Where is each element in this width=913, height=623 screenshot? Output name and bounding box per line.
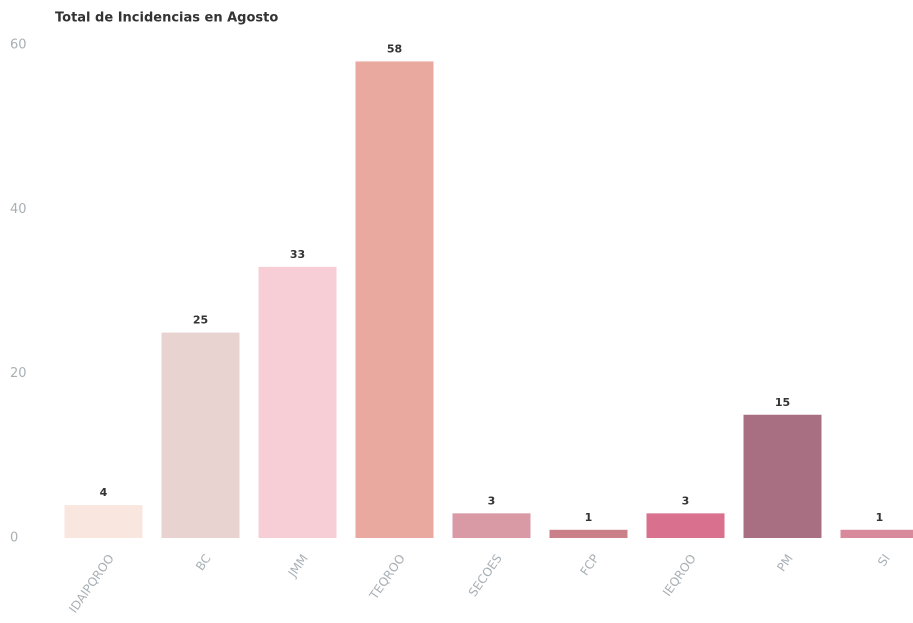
y-tick-label: 20 xyxy=(10,366,27,381)
bar xyxy=(452,513,531,538)
y-tick-label: 40 xyxy=(10,202,27,217)
value-label: 1 xyxy=(585,511,593,524)
bar xyxy=(840,529,913,538)
x-tick-label: TEQROO xyxy=(366,552,408,603)
x-tick-label: BC xyxy=(193,552,214,573)
bar xyxy=(646,513,725,538)
bar xyxy=(64,505,143,538)
value-label: 1 xyxy=(876,511,884,524)
x-tick-label: SECOES xyxy=(466,552,505,600)
bar xyxy=(743,414,822,538)
value-label: 25 xyxy=(193,314,208,327)
bar xyxy=(258,266,337,538)
y-tick-label: 60 xyxy=(10,38,27,53)
x-tick-label: JMM xyxy=(285,552,311,581)
x-tick-label: FCP xyxy=(577,552,601,578)
chart-title: Total de Incidencias en Agosto xyxy=(55,11,278,26)
value-label: 3 xyxy=(488,494,496,507)
x-tick-label: IDAIPQROO xyxy=(66,552,117,616)
bar xyxy=(549,529,628,538)
x-tick-label: IEQROO xyxy=(660,552,699,599)
value-label: 3 xyxy=(682,494,690,507)
x-tick-label: SI xyxy=(875,552,893,569)
value-label: 33 xyxy=(290,248,305,261)
bar xyxy=(161,332,240,538)
value-label: 4 xyxy=(100,486,108,499)
x-tick-label: PM xyxy=(774,552,796,574)
bar xyxy=(355,61,434,538)
y-tick-label: 0 xyxy=(10,531,18,546)
value-label: 15 xyxy=(775,396,790,409)
value-label: 58 xyxy=(387,42,402,55)
